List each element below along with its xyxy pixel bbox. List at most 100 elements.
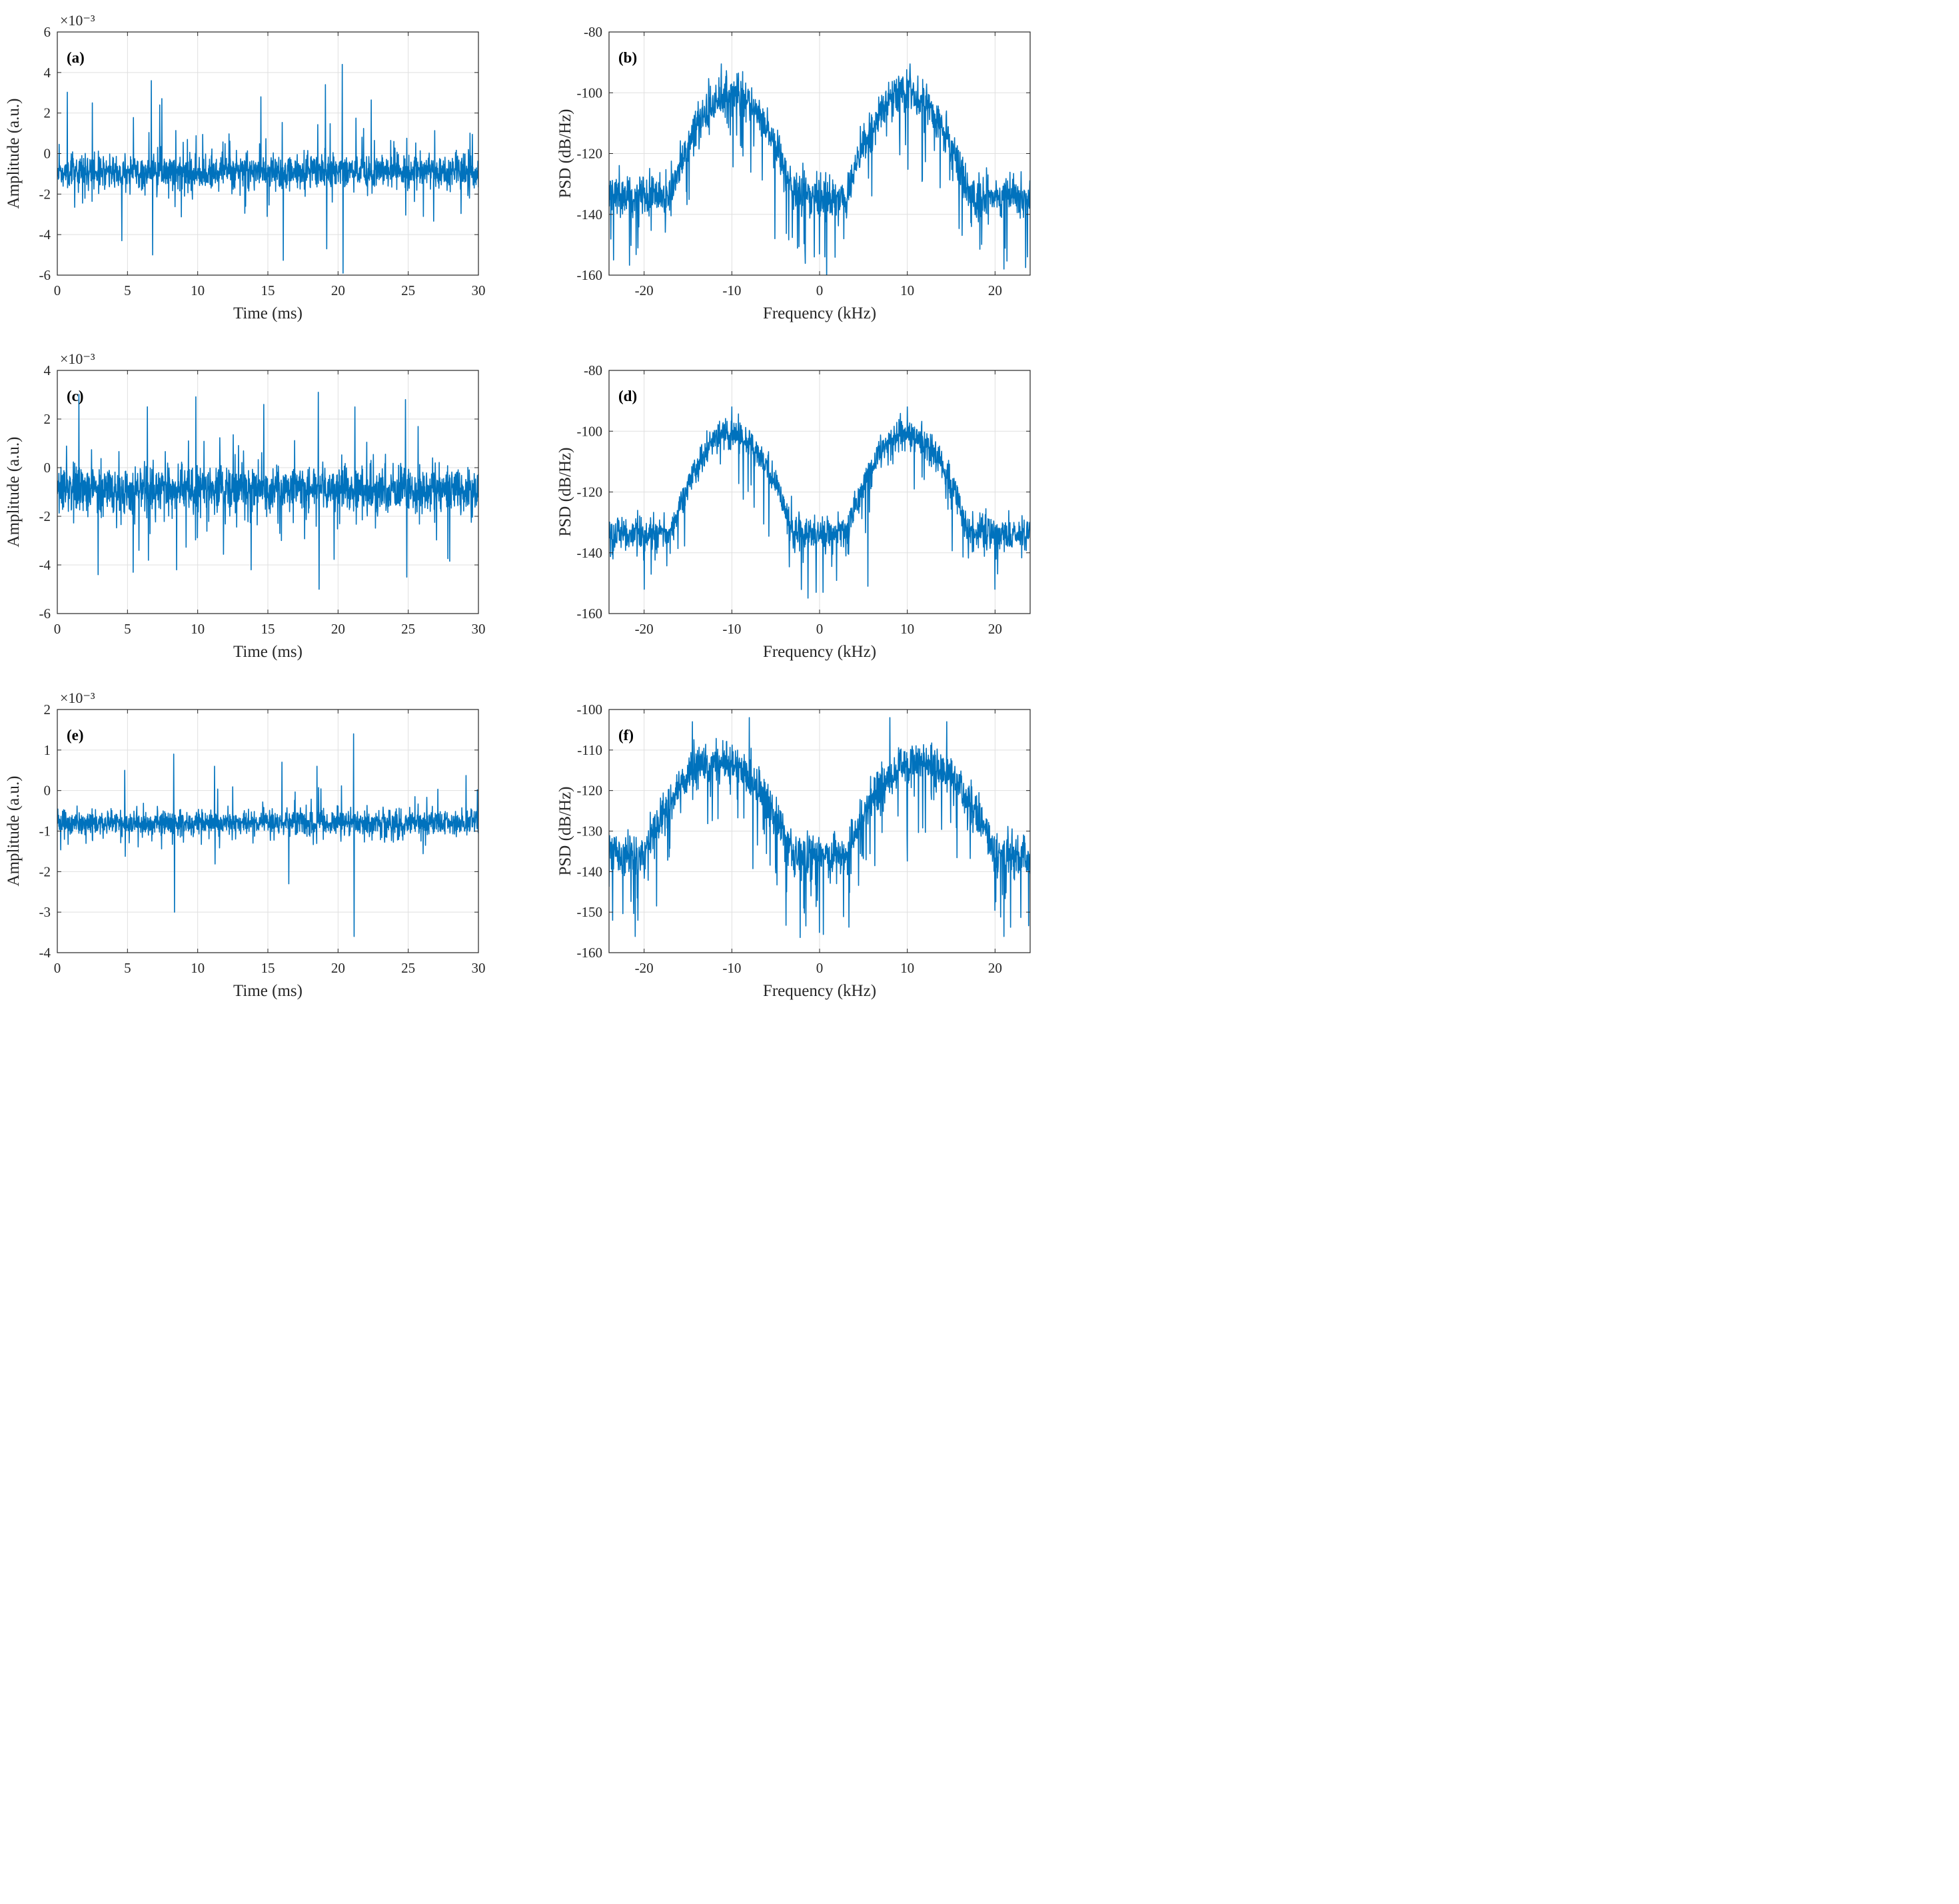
series-line-amplitude: [57, 63, 478, 274]
x-tick-label: -10: [722, 960, 741, 976]
x-axis-label: Frequency (kHz): [763, 643, 876, 661]
panel-a: 0 5 10 15 20 25 30 -6 -4 -2 0 2 4 6 Time (ms) Amplitude…: [5, 12, 486, 322]
y-tick-label: 4: [44, 362, 51, 378]
x-tick-label: 25: [401, 621, 415, 637]
exponent-label: ×10⁻³: [60, 690, 95, 706]
y-tick-label: -2: [39, 863, 51, 879]
y-tick-label: 0: [44, 460, 51, 476]
exponent-label: ×10⁻³: [60, 350, 95, 367]
series-line-psd: [609, 717, 1030, 939]
x-tick-label: 10: [900, 282, 914, 298]
y-tick-label: -130: [577, 823, 603, 839]
y-tick-label: -110: [577, 742, 602, 758]
series-line-psd: [609, 406, 1030, 599]
y-axis-label: PSD (dB/Hz): [556, 447, 574, 536]
y-tick-label: -2: [39, 508, 51, 524]
x-tick-label: 20: [331, 960, 345, 976]
x-tick-label: 20: [988, 621, 1002, 637]
x-tick-label: 10: [191, 282, 205, 298]
x-tick-label: 0: [54, 960, 61, 976]
x-tick-label: 20: [988, 960, 1002, 976]
panel-label: (a): [67, 49, 85, 66]
y-axis-label: PSD (dB/Hz): [556, 109, 574, 198]
y-tick-label: 0: [44, 146, 51, 162]
x-tick-label: 15: [261, 960, 275, 976]
y-tick-label: -140: [577, 863, 603, 879]
x-tick-label: 10: [900, 960, 914, 976]
y-tick-label: -120: [577, 146, 603, 162]
y-tick-label: -6: [39, 267, 51, 283]
panel-f: -20 -10 0 10 20-160-150-140-130-120-110-100F…: [556, 702, 1031, 1000]
y-tick-label: -6: [39, 606, 51, 622]
x-tick-label: 0: [816, 282, 824, 298]
x-tick-label: 30: [472, 960, 486, 976]
y-tick-label: -160: [577, 606, 603, 622]
x-tick-label: 25: [401, 282, 415, 298]
x-tick-label: 15: [261, 621, 275, 637]
y-tick-label: 4: [44, 65, 51, 81]
y-tick-label: -140: [577, 545, 603, 561]
x-tick-label: 30: [472, 282, 486, 298]
panel-c: 0 5 10 15 20 25 30 -6 -4 -2 0 2 4 Time (ms) Amplitude …: [5, 350, 486, 661]
y-tick-label: -100: [577, 702, 603, 717]
x-tick-label: -20: [635, 621, 654, 637]
x-tick-label: 5: [124, 621, 131, 637]
y-tick-label: 2: [44, 411, 51, 427]
x-tick-label: 10: [191, 960, 205, 976]
x-tick-label: 15: [261, 282, 275, 298]
y-tick-label: 0: [44, 783, 51, 799]
y-tick-label: 6: [44, 24, 51, 40]
x-tick-label: -20: [635, 282, 654, 298]
y-tick-label: -140: [577, 207, 603, 223]
y-tick-label: -150: [577, 904, 603, 920]
x-tick-label: 10: [191, 621, 205, 637]
x-tick-label: 20: [331, 282, 345, 298]
x-tick-label: -10: [722, 282, 741, 298]
y-tick-label: -100: [577, 423, 603, 439]
x-axis-label: Frequency (kHz): [763, 304, 876, 322]
series-line-psd: [609, 63, 1030, 275]
panel-label: (d): [618, 388, 637, 404]
x-tick-label: 20: [331, 621, 345, 637]
panel-label: (c): [67, 388, 84, 404]
panel-label: (f): [618, 727, 634, 743]
y-tick-label: -80: [584, 24, 602, 40]
y-tick-label: -120: [577, 484, 603, 500]
exponent-label: ×10⁻³: [60, 12, 95, 29]
x-tick-label: 0: [816, 621, 824, 637]
figure: 0 5 10 15 20 25 30 -6 -4 -2 0 2 4 6 Time (ms) Amplitude…: [0, 0, 1045, 1015]
y-tick-label: -4: [39, 945, 51, 961]
x-tick-label: -10: [722, 621, 741, 637]
y-tick-label: -3: [39, 904, 51, 920]
panel-e: 0 5 10 15 20 25 30 -4 -3 -2 -1 0 1 2 Time (ms) Amplitud…: [5, 690, 486, 1000]
y-axis-label: Amplitude (a.u.): [5, 776, 23, 887]
y-axis-label: Amplitude (a.u.): [5, 437, 23, 548]
y-tick-label: -4: [39, 557, 51, 573]
panel-b: -20 -10 0 10 20-160-140-120-100-80Frequency …: [556, 24, 1031, 322]
x-tick-label: 10: [900, 621, 914, 637]
x-tick-label: 5: [124, 960, 131, 976]
x-axis-label: Time (ms): [233, 643, 303, 661]
x-tick-label: -20: [635, 960, 654, 976]
y-tick-label: -80: [584, 362, 602, 378]
series-line-amplitude: [57, 392, 478, 590]
x-tick-label: 30: [472, 621, 486, 637]
y-tick-label: 2: [44, 105, 51, 121]
x-axis-label: Frequency (kHz): [763, 982, 876, 1000]
x-tick-label: 0: [816, 960, 824, 976]
y-tick-label: 1: [44, 742, 51, 758]
x-axis-label: Time (ms): [233, 304, 303, 322]
y-tick-label: -2: [39, 186, 51, 202]
y-tick-label: 2: [44, 702, 51, 717]
x-tick-label: 0: [54, 621, 61, 637]
y-tick-label: -160: [577, 267, 603, 283]
y-axis-label: Amplitude (a.u.): [5, 99, 23, 209]
x-tick-label: 5: [124, 282, 131, 298]
x-tick-label: 25: [401, 960, 415, 976]
y-tick-label: -120: [577, 783, 603, 799]
y-tick-label: -100: [577, 85, 603, 101]
y-tick-label: -160: [577, 945, 603, 961]
y-tick-label: -4: [39, 227, 51, 242]
x-axis-label: Time (ms): [233, 982, 303, 1000]
